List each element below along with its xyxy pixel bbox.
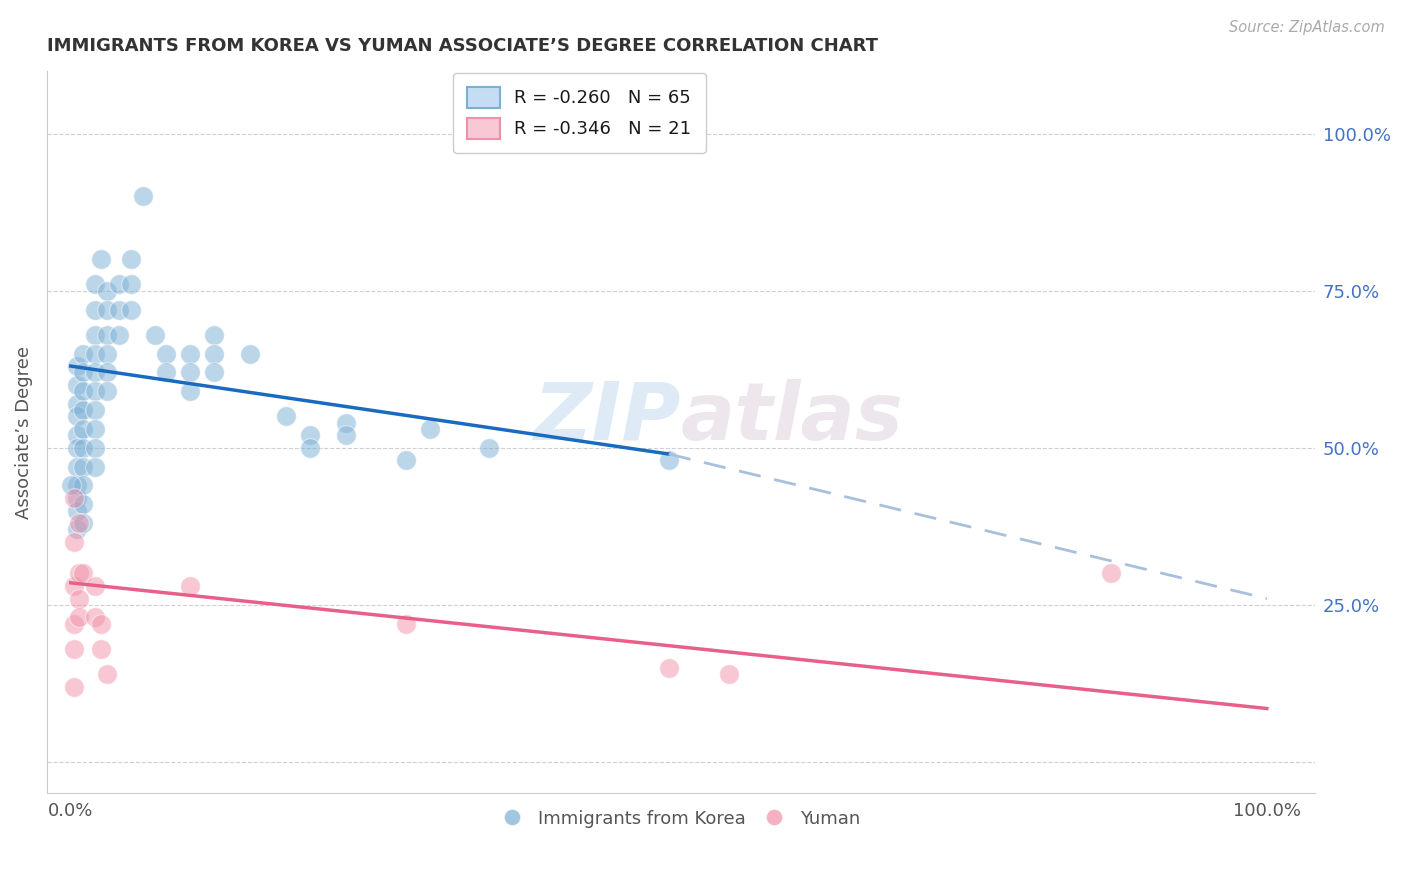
Point (66, 378, 89, 392)
Point (96, 365, 118, 379)
Point (96, 384, 118, 399)
Point (72, 478, 94, 492)
Point (419, 422, 441, 436)
Point (72, 566, 94, 581)
Point (83, 384, 105, 399)
Point (67, 610, 90, 624)
Point (90, 616, 112, 631)
Point (202, 346, 225, 360)
Point (120, 252, 142, 267)
Point (83, 277, 105, 292)
Point (72, 384, 94, 399)
Text: IMMIGRANTS FROM KOREA VS YUMAN ASSOCIATE’S DEGREE CORRELATION CHART: IMMIGRANTS FROM KOREA VS YUMAN ASSOCIATE… (46, 37, 877, 55)
Point (179, 384, 201, 399)
Point (335, 428, 357, 442)
Point (67, 591, 90, 606)
Point (63, 680, 86, 694)
Point (59, 478, 82, 492)
Point (66, 503, 89, 517)
Point (155, 365, 177, 379)
Point (83, 327, 105, 342)
Point (83, 422, 105, 436)
Text: ZIP: ZIP (533, 378, 681, 457)
Point (67, 566, 90, 581)
Point (83, 403, 105, 417)
Legend: Immigrants from Korea, Yuman: Immigrants from Korea, Yuman (495, 803, 868, 835)
Point (83, 459, 105, 474)
Point (395, 616, 418, 631)
Point (96, 302, 118, 317)
Point (179, 365, 201, 379)
Point (66, 491, 89, 505)
Point (63, 641, 86, 656)
Point (658, 453, 681, 467)
Point (72, 441, 94, 455)
Point (298, 428, 321, 442)
Point (83, 610, 105, 624)
Point (107, 277, 129, 292)
Point (90, 641, 112, 656)
Point (239, 346, 262, 360)
Point (72, 497, 94, 511)
Point (72, 346, 94, 360)
Point (274, 409, 297, 424)
Point (143, 327, 166, 342)
Point (66, 478, 89, 492)
Point (202, 327, 225, 342)
Point (96, 284, 118, 298)
Text: atlas: atlas (681, 378, 904, 457)
Point (90, 252, 112, 267)
Point (72, 459, 94, 474)
Point (66, 523, 89, 537)
Point (96, 667, 118, 681)
Point (1099, 566, 1122, 581)
Point (66, 459, 89, 474)
Point (83, 365, 105, 379)
Text: Source: ZipAtlas.com: Source: ZipAtlas.com (1229, 20, 1385, 35)
Point (179, 346, 201, 360)
Point (107, 302, 129, 317)
Point (63, 491, 86, 505)
Y-axis label: Associate’s Degree: Associate’s Degree (15, 345, 32, 518)
Point (120, 302, 142, 317)
Point (66, 441, 89, 455)
Point (83, 441, 105, 455)
Point (83, 579, 105, 593)
Point (63, 535, 86, 549)
Point (83, 302, 105, 317)
Point (179, 579, 201, 593)
Point (63, 579, 86, 593)
Point (67, 516, 90, 530)
Point (63, 616, 86, 631)
Point (658, 661, 681, 675)
Point (298, 441, 321, 455)
Point (66, 359, 89, 373)
Point (96, 327, 118, 342)
Point (202, 365, 225, 379)
Point (395, 453, 418, 467)
Point (72, 422, 94, 436)
Point (96, 346, 118, 360)
Point (120, 277, 142, 292)
Point (66, 409, 89, 424)
Point (72, 403, 94, 417)
Point (155, 346, 177, 360)
Point (72, 516, 94, 530)
Point (72, 365, 94, 379)
Point (83, 346, 105, 360)
Point (107, 327, 129, 342)
Point (66, 428, 89, 442)
Point (335, 416, 357, 430)
Point (478, 441, 501, 455)
Point (131, 189, 153, 203)
Point (717, 667, 740, 681)
Point (66, 397, 89, 411)
